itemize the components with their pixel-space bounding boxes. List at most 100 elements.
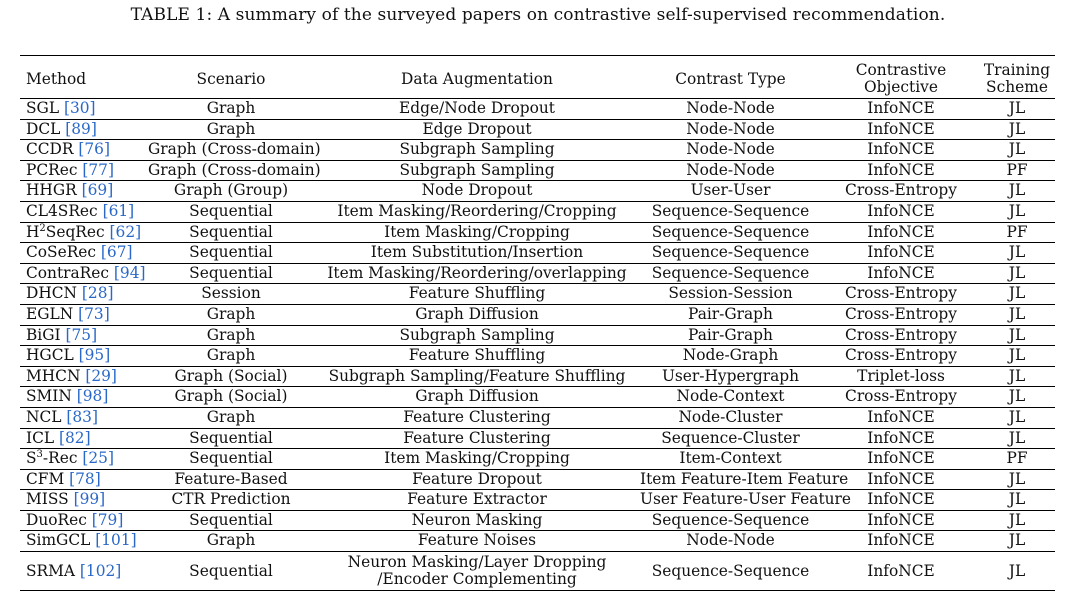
citation-link[interactable]: [95]	[78, 346, 111, 365]
scenario-cell: Sequential	[189, 263, 273, 282]
table-row: CoSeRec [67] Sequential Item Substitution/…	[20, 243, 1055, 264]
method-name: CFM	[26, 469, 65, 488]
contrastive-objective-cell: InfoNCE	[867, 449, 935, 468]
citation-link[interactable]: [83]	[66, 407, 98, 426]
table-row: SMIN [98] Graph (Social) Graph Diffusion No…	[20, 387, 1055, 408]
table-row: SRMA [102] Sequential Neuron Masking/Layer…	[20, 552, 1055, 591]
header-scenario: Scenario	[196, 69, 266, 88]
header-method: Method	[26, 69, 87, 88]
citation-link[interactable]: [62]	[109, 222, 142, 241]
citation-link[interactable]: [101]	[95, 531, 137, 550]
scenario-cell: Graph (Cross-domain)	[148, 140, 321, 159]
contrastive-objective-cell: InfoNCE	[867, 490, 935, 509]
citation-link[interactable]: [67]	[100, 243, 133, 262]
table-row: MISS [99] CTR Prediction Feature Extractor…	[20, 490, 1055, 511]
scenario-cell: CTR Prediction	[171, 490, 291, 509]
citation-link[interactable]: [82]	[58, 428, 91, 447]
method-name: NCL	[26, 407, 62, 426]
augmentation-cell: Edge/Node Dropout	[399, 99, 555, 117]
table-row: NCL [83] Graph Feature Clustering Node-Clus…	[20, 407, 1055, 428]
method-name: H	[26, 222, 40, 241]
method-name: SRMA	[26, 561, 76, 580]
citation-link[interactable]: [75]	[65, 325, 98, 344]
method-name: HGCL	[26, 346, 74, 365]
training-scheme-cell: JL	[1008, 469, 1026, 488]
citation-link[interactable]: [69]	[81, 181, 114, 200]
scenario-cell: Graph	[206, 531, 256, 550]
citation-link[interactable]: [29]	[85, 366, 117, 385]
citation-link[interactable]: [28]	[81, 284, 114, 303]
citation-link[interactable]: [89]	[65, 119, 97, 138]
scenario-cell: Graph (Cross-domain)	[148, 160, 321, 179]
table-row: CCDR [76] Graph (Cross-domain) Subgraph Sa…	[20, 140, 1055, 161]
table-row: HGCL [95] Graph Feature Shuffling Node-Grap…	[20, 346, 1055, 367]
method-cell: SGL [30]	[20, 99, 146, 120]
augmentation-cell: Neuron Masking/Layer Dropping/Encoder Co…	[316, 552, 638, 591]
augmentation-cell: Edge Dropout	[422, 119, 532, 138]
training-scheme-cell: JL	[1008, 201, 1026, 220]
citation-link[interactable]: [25]	[82, 449, 114, 468]
contrast-type-cell: Sequence-Sequence	[651, 201, 810, 220]
method-cell: MHCN [29]	[20, 366, 146, 387]
scenario-cell: Feature-Based	[174, 469, 288, 488]
training-scheme-cell: JL	[1008, 490, 1026, 509]
contrast-type-cell: Node-Node	[686, 531, 775, 550]
citation-link[interactable]: [30]	[63, 99, 96, 117]
table-row: H2SeqRec [62] Sequential Item Masking/Crop…	[20, 222, 1055, 243]
contrast-type-cell: Node-Node	[686, 140, 775, 159]
augmentation-cell: Feature Dropout	[412, 469, 542, 488]
training-scheme-cell: PF	[1006, 222, 1028, 241]
table-row: ICL [82] Sequential Feature Clustering Sequ…	[20, 428, 1055, 449]
scenario-cell: Sequential	[189, 243, 273, 262]
augmentation-cell: Graph Diffusion	[415, 304, 539, 323]
training-scheme-cell: JL	[1008, 140, 1026, 159]
method-cell: ContraRec [94]	[20, 263, 146, 284]
method-name: HHGR	[26, 181, 77, 200]
contrastive-objective-cell: Cross-Entropy	[845, 387, 957, 406]
method-cell: MISS [99]	[20, 490, 146, 511]
method-name: DCL	[26, 119, 61, 138]
method-cell: DHCN [28]	[20, 284, 146, 305]
scenario-cell: Graph (Social)	[174, 366, 288, 385]
citation-link[interactable]: [78]	[69, 469, 101, 488]
header-row: Method Scenario Data Augmentation Contra…	[20, 55, 1055, 99]
scenario-cell: Graph	[206, 119, 256, 138]
contrast-type-cell: Sequence-Sequence	[651, 263, 810, 282]
contrastive-objective-cell: InfoNCE	[867, 531, 935, 550]
contrast-type-cell: User-Hypergraph	[661, 366, 800, 385]
contrastive-objective-cell: InfoNCE	[867, 140, 935, 159]
augmentation-cell: Feature Extractor	[407, 490, 547, 509]
training-scheme-cell: JL	[1008, 181, 1026, 200]
augmentation-cell: Feature Shuffling	[408, 346, 546, 365]
method-cell: DCL [89]	[20, 119, 146, 140]
citation-link[interactable]: [79]	[91, 510, 124, 529]
header-training-line2: Scheme	[986, 78, 1048, 96]
citation-link[interactable]: [61]	[102, 201, 135, 220]
scenario-cell: Sequential	[189, 510, 273, 529]
augmentation-line2: /Encoder Complementing	[377, 570, 577, 589]
citation-link[interactable]: [98]	[76, 387, 109, 406]
method-name: S	[26, 449, 37, 468]
method-cell: ICL [82]	[20, 428, 146, 449]
augmentation-cell: Neuron Masking	[411, 510, 543, 529]
header-contrast-type: Contrast Type	[675, 69, 786, 88]
citation-link[interactable]: [76]	[78, 140, 110, 159]
method-cell: CCDR [76]	[20, 140, 146, 161]
contrastive-objective-cell: InfoNCE	[867, 201, 935, 220]
citation-link[interactable]: [77]	[82, 160, 114, 179]
method-cell: NCL [83]	[20, 407, 146, 428]
citation-link[interactable]: [73]	[78, 304, 110, 323]
table-row: BiGI [75] Graph Subgraph Sampling Pair-Grap…	[20, 325, 1055, 346]
training-scheme-cell: JL	[1008, 263, 1026, 282]
table-row: DuoRec [79] Sequential Neuron Masking Seque…	[20, 510, 1055, 531]
method-cell: CoSeRec [67]	[20, 243, 146, 264]
scenario-cell: Graph	[206, 325, 256, 344]
training-scheme-cell: JL	[1008, 346, 1026, 365]
citation-link[interactable]: [99]	[73, 490, 106, 509]
contrastive-objective-cell: Cross-Entropy	[845, 346, 957, 365]
header-training-line1: Training	[983, 61, 1051, 79]
method-cell: S3-Rec [25]	[20, 449, 146, 470]
citation-link[interactable]: [102]	[79, 561, 122, 580]
method-name: MISS	[26, 490, 69, 509]
citation-link[interactable]: [94]	[113, 263, 146, 282]
